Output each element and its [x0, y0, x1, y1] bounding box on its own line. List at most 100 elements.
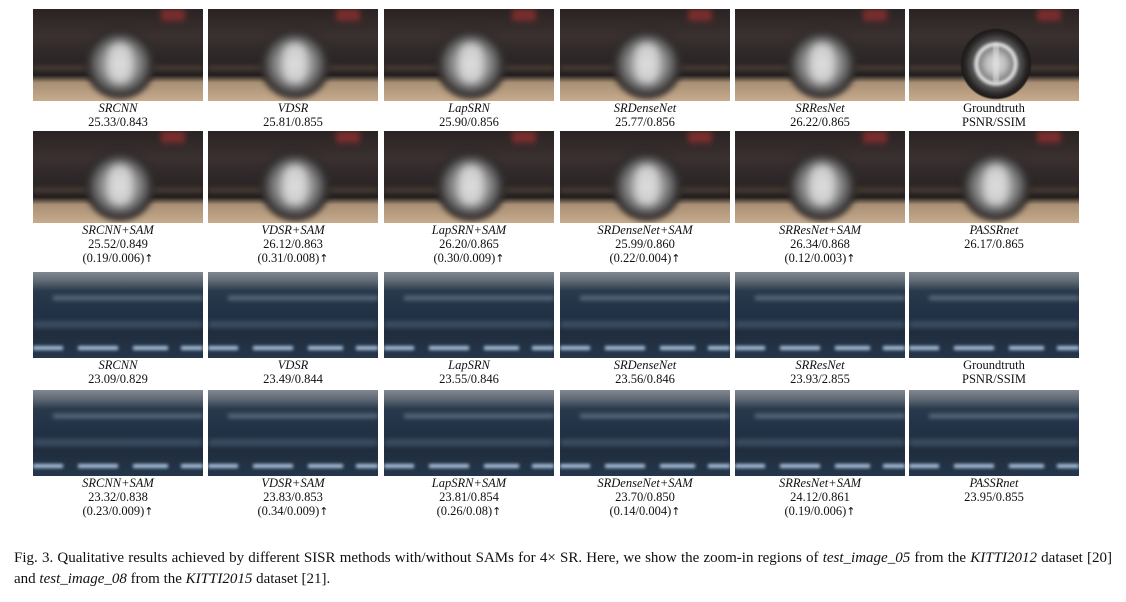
car-wheel-image: [735, 131, 905, 223]
road-image: [909, 390, 1079, 476]
road-image: [33, 390, 203, 476]
figure-panel: PASSRnet 26.17/0.865: [909, 131, 1079, 251]
method-label: SRResNet: [795, 358, 845, 372]
car-wheel-image: [384, 131, 554, 223]
method-label: LapSRN+SAM: [431, 476, 507, 490]
caption-image-name: test_image_05: [822, 550, 911, 566]
psnr-ssim-value: 26.22/0.865: [790, 115, 850, 129]
road-image: [208, 272, 378, 358]
up-arrow-icon: ↑: [846, 505, 856, 518]
psnr-ssim-value: 23.81/0.854: [439, 490, 499, 504]
improvement-text: (0.31/0.008): [257, 251, 320, 265]
figure-panel: SRCNN 23.09/0.829: [33, 272, 203, 386]
road-image: [735, 272, 905, 358]
improvement-text: (0.23/0.009): [82, 504, 145, 518]
caption-text: from the: [910, 550, 971, 566]
method-label: LapSRN: [448, 101, 490, 115]
figure-panel: SRCNN 25.33/0.843: [33, 9, 203, 129]
up-arrow-icon: ↑: [492, 505, 502, 518]
figure-caption: Fig. 3. Qualitative results achieved by …: [14, 548, 1112, 590]
improvement-value: (0.14/0.004)↑: [560, 504, 730, 519]
car-wheel-image: [33, 9, 203, 101]
figure-panel: SRCNN+SAM 23.32/0.838 (0.23/0.009)↑: [33, 390, 203, 519]
figure-panel: LapSRN+SAM 26.20/0.865 (0.30/0.009)↑: [384, 131, 554, 266]
method-label: SRCNN+SAM: [82, 223, 154, 237]
improvement-value: (0.19/0.006)↑: [735, 504, 905, 519]
figure-panel: Groundtruth PSNR/SSIM: [909, 9, 1079, 129]
psnr-ssim-value: 23.09/0.829: [88, 372, 148, 386]
method-label: SRDenseNet: [613, 358, 677, 372]
method-label: Groundtruth: [963, 101, 1025, 115]
car-wheel-image: [208, 131, 378, 223]
car-wheel-image: [909, 131, 1079, 223]
improvement-text: (0.30/0.009): [433, 251, 496, 265]
psnr-ssim-value: 23.95/0.855: [964, 490, 1024, 504]
figure-panel: LapSRN 23.55/0.846: [384, 272, 554, 386]
up-arrow-icon: ↑: [671, 252, 681, 265]
up-arrow-icon: ↑: [319, 505, 329, 518]
improvement-value: (0.31/0.008)↑: [208, 251, 378, 266]
method-label: SRResNet: [795, 101, 845, 115]
psnr-ssim-value: PSNR/SSIM: [962, 372, 1026, 386]
psnr-ssim-value: 23.56/0.846: [615, 372, 675, 386]
up-arrow-icon: ↑: [846, 252, 856, 265]
figure-panel: SRDenseNet+SAM 25.99/0.860 (0.22/0.004)↑: [560, 131, 730, 266]
up-arrow-icon: ↑: [144, 252, 154, 265]
figure-panel: SRDenseNet+SAM 23.70/0.850 (0.14/0.004)↑: [560, 390, 730, 519]
figure-panel: VDSR 23.49/0.844: [208, 272, 378, 386]
figure-panel: VDSR+SAM 26.12/0.863 (0.31/0.008)↑: [208, 131, 378, 266]
improvement-value: (0.12/0.003)↑: [735, 251, 905, 266]
road-image: [384, 272, 554, 358]
method-label: VDSR: [277, 101, 309, 115]
figure-panel: PASSRnet 23.95/0.855: [909, 390, 1079, 504]
psnr-ssim-value: 25.90/0.856: [439, 115, 499, 129]
road-image: [560, 272, 730, 358]
method-label: SRDenseNet+SAM: [597, 223, 693, 237]
caption-text: dataset [20] and: [14, 550, 1112, 587]
psnr-ssim-value: 24.12/0.861: [790, 490, 850, 504]
caption-image-name: test_image_08: [39, 571, 127, 587]
figure-panel: SRDenseNet 25.77/0.856: [560, 9, 730, 129]
figure-panel: SRResNet 26.22/0.865: [735, 9, 905, 129]
psnr-ssim-value: 26.20/0.865: [439, 237, 499, 251]
psnr-ssim-value: 23.32/0.838: [88, 490, 148, 504]
method-label: SRResNet+SAM: [778, 223, 862, 237]
improvement-text: (0.12/0.003): [784, 251, 847, 265]
road-image: [735, 390, 905, 476]
psnr-ssim-value: 25.77/0.856: [615, 115, 675, 129]
caption-dataset-name: KITTI2015: [185, 571, 253, 587]
caption-text: from the: [126, 571, 186, 587]
method-label: SRCNN: [98, 101, 138, 115]
psnr-ssim-value: 23.83/0.853: [263, 490, 323, 504]
figure-panel: SRDenseNet 23.56/0.846: [560, 272, 730, 386]
figure-panel: Groundtruth PSNR/SSIM: [909, 272, 1079, 386]
figure-panel: SRResNet+SAM 26.34/0.868 (0.12/0.003)↑: [735, 131, 905, 266]
psnr-ssim-value: 25.52/0.849: [88, 237, 148, 251]
improvement-text: (0.19/0.006): [784, 504, 847, 518]
psnr-ssim-value: 25.99/0.860: [615, 237, 675, 251]
psnr-ssim-value: PSNR/SSIM: [962, 115, 1026, 129]
method-label: SRCNN: [98, 358, 138, 372]
figure-panel: LapSRN 25.90/0.856: [384, 9, 554, 129]
figure-panel: SRResNet+SAM 24.12/0.861 (0.19/0.006)↑: [735, 390, 905, 519]
improvement-text: (0.26/0.08): [436, 504, 493, 518]
method-label: VDSR+SAM: [261, 476, 325, 490]
psnr-ssim-value: 26.17/0.865: [964, 237, 1024, 251]
method-label: SRCNN+SAM: [82, 476, 154, 490]
road-image: [384, 390, 554, 476]
road-image: [208, 390, 378, 476]
method-label: LapSRN+SAM: [431, 223, 507, 237]
road-image: [33, 272, 203, 358]
method-label: LapSRN: [448, 358, 490, 372]
method-label: PASSRnet: [969, 476, 1019, 490]
improvement-text: (0.34/0.009): [257, 504, 320, 518]
psnr-ssim-value: 25.33/0.843: [88, 115, 148, 129]
improvement-value: (0.26/0.08)↑: [384, 504, 554, 519]
road-image: [560, 390, 730, 476]
improvement-value: (0.30/0.009)↑: [384, 251, 554, 266]
method-label: VDSR: [277, 358, 309, 372]
psnr-ssim-value: 23.49/0.844: [263, 372, 323, 386]
car-wheel-image: [384, 9, 554, 101]
car-wheel-image: [909, 9, 1079, 101]
up-arrow-icon: ↑: [671, 505, 681, 518]
